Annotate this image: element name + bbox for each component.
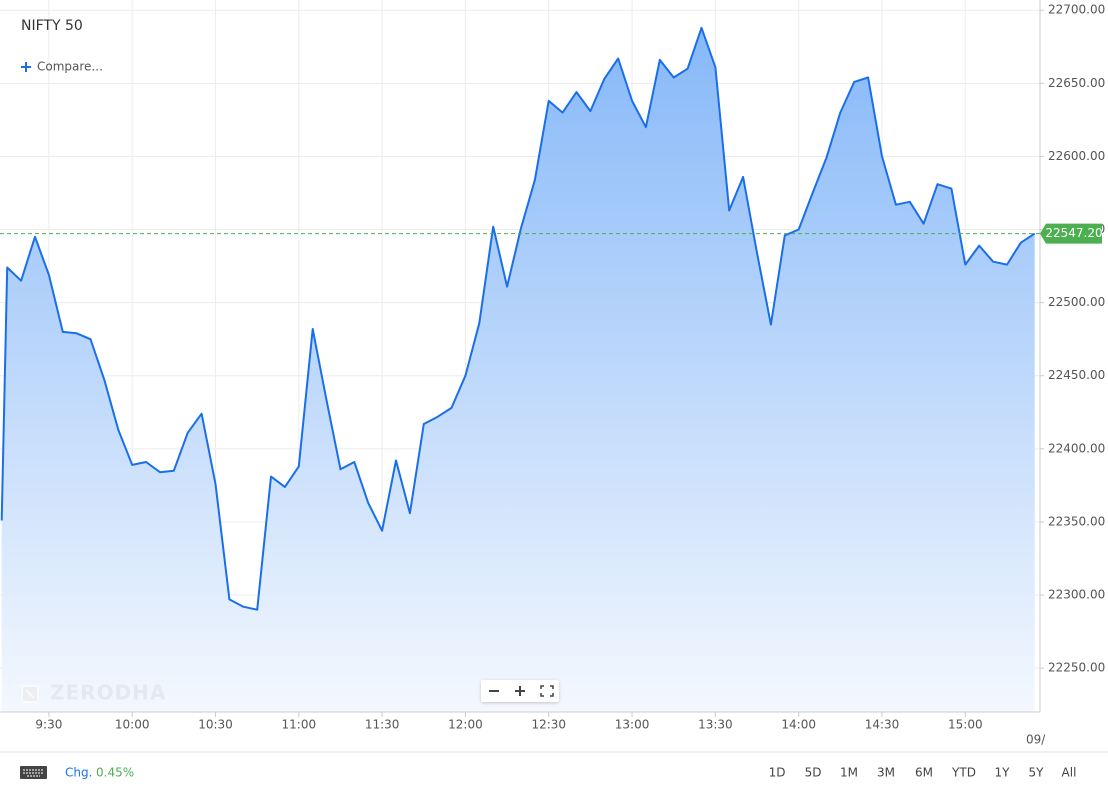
fullscreen[interactable] (540, 685, 554, 697)
zoom-in[interactable] (515, 686, 525, 696)
x-edge-label: 09/ (1026, 733, 1046, 747)
x-tick-label: 14:00 (781, 718, 816, 732)
range-selector: 1D 5D 1M 3M 6M YTD 1Y 5Y All (769, 766, 1077, 780)
change-label: Chg. (65, 766, 92, 780)
range-button[interactable]: 5Y (1029, 766, 1045, 780)
y-tick-label: 22300.00 (1048, 588, 1105, 602)
y-tick-label: 22350.00 (1048, 514, 1105, 528)
x-tick-label: 14:30 (865, 718, 900, 732)
y-tick-label: 22450.00 (1048, 368, 1105, 382)
watermark: ZERODHA (21, 681, 166, 705)
x-tick-label: 11:30 (365, 718, 400, 732)
x-tick-label: 15:00 (948, 718, 983, 732)
range-button[interactable]: 1M (840, 766, 858, 780)
zoom-controls (481, 680, 559, 702)
plus-icon (21, 62, 31, 72)
range-button[interactable]: 3M (877, 766, 895, 780)
range-button[interactable]: 1Y (995, 766, 1011, 780)
x-tick-label: 9:30 (35, 718, 62, 732)
compare-button[interactable]: Compare... (21, 60, 103, 74)
y-tick-label: 22250.00 (1048, 661, 1105, 675)
range-button[interactable]: All (1062, 766, 1077, 780)
watermark-text: ZERODHA (50, 681, 166, 705)
y-tick-label: 22650.00 (1048, 76, 1105, 90)
keyboard-icon[interactable] (20, 766, 47, 779)
x-tick-label: 11:00 (282, 718, 317, 732)
chart-title: NIFTY 50 (21, 18, 83, 34)
y-tick-label: 22500.00 (1048, 295, 1105, 309)
change-value: 0.45% (96, 766, 134, 780)
x-tick-label: 10:30 (198, 718, 233, 732)
x-tick-label: 12:30 (531, 718, 566, 732)
range-button[interactable]: 6M (915, 766, 933, 780)
x-tick-label: 13:00 (615, 718, 650, 732)
x-tick-label: 13:30 (698, 718, 733, 732)
plot (0, 26, 1036, 713)
range-button[interactable]: 1D (769, 766, 786, 780)
compare-label[interactable]: Compare... (37, 60, 103, 74)
last-price-label: 22547.20 (1045, 226, 1102, 240)
range-button[interactable]: 5D (805, 766, 822, 780)
y-tick-label: 22400.00 (1048, 441, 1105, 455)
watermark-logo (21, 685, 39, 703)
last-price-tag (1040, 223, 1102, 244)
area-fill (1, 27, 1035, 713)
range-button[interactable]: YTD (951, 766, 976, 780)
x-tick-label: 10:00 (115, 718, 150, 732)
x-tick-label: 12:00 (448, 718, 483, 732)
y-tick-label: 22600.00 (1048, 149, 1105, 163)
y-tick-label: 22700.00 (1048, 3, 1105, 17)
keyboard-keys (23, 769, 44, 777)
price-line (0, 26, 1036, 611)
